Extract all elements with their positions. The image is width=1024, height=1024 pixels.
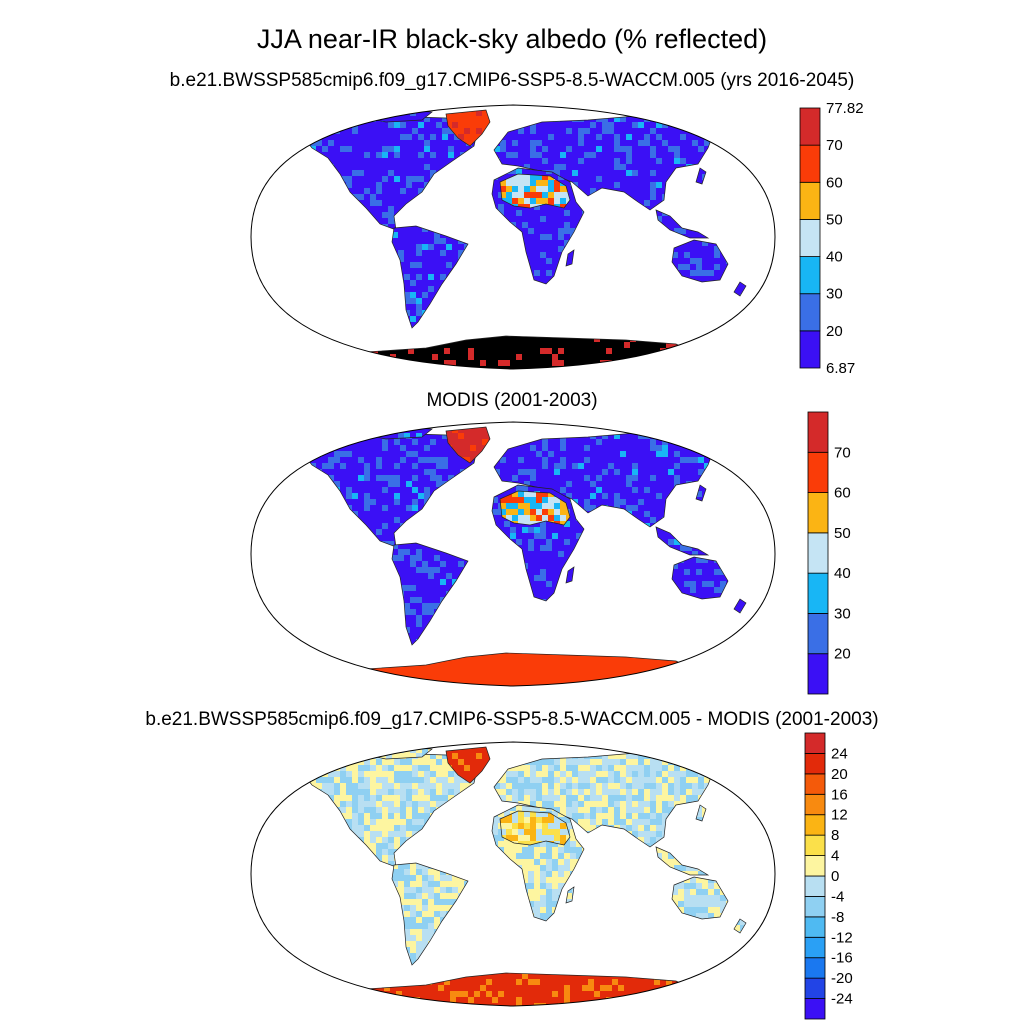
colorbar-bin-3	[807, 532, 829, 574]
colorbar-bin-2	[807, 572, 829, 614]
colorbar-tick-label: 60	[834, 485, 851, 502]
colorbar-bin-9	[804, 814, 826, 836]
land-sahara	[500, 491, 570, 525]
colorbar-tick-label: 8	[831, 827, 839, 844]
colorbar-bin-13	[804, 732, 826, 754]
colorbar-bin-1	[804, 977, 826, 999]
colorbar-bin-8	[804, 834, 826, 856]
colorbar-tick-label: 30	[834, 605, 851, 622]
colorbar-bin-0	[807, 653, 829, 695]
colorbar-tick-label: 12	[831, 807, 848, 824]
colorbar-tick-label: 50	[834, 525, 851, 542]
colorbar-tick-label: 16	[831, 786, 848, 803]
map-outline	[250, 741, 776, 1007]
colorbar-tick-label: 20	[831, 766, 848, 783]
colorbar-bin-7	[804, 855, 826, 877]
colorbar-bin-2	[804, 957, 826, 979]
colorbar-tick-label: -4	[831, 888, 844, 905]
colorbar-tick-label: 24	[831, 745, 848, 762]
land-australia	[672, 240, 728, 282]
colorbar-bin-0	[804, 998, 826, 1020]
panel-1-title: b.e21.BWSSP585cmip6.f09_g17.CMIP6-SSP5-8…	[169, 70, 855, 91]
colorbar-tick-label: 70	[826, 137, 843, 154]
land-australia	[672, 877, 728, 919]
colorbar-bin-5	[807, 451, 829, 493]
colorbar-bin-2	[799, 256, 821, 295]
colorbar-bin-3	[799, 219, 821, 257]
colorbar-bin-3	[804, 936, 826, 959]
colorbar-tick-label: -16	[831, 950, 853, 967]
map-outline	[250, 104, 776, 370]
land-japan	[696, 485, 706, 501]
map-panel-difference	[250, 741, 776, 1007]
colorbar-bin-10	[804, 793, 826, 816]
colorbar-tick-label: 70	[834, 444, 851, 461]
colorbar-tick-label: 60	[826, 174, 843, 191]
colorbar-bin-5	[804, 896, 826, 918]
colorbar-tick-label: 4	[831, 848, 839, 865]
panel-2-title: MODIS (2001-2003)	[426, 390, 598, 411]
map-panel-model	[250, 104, 776, 370]
map-panel-modis	[250, 421, 776, 687]
colorbar-tick-label: -8	[831, 909, 844, 926]
colorbar-tick-label: 40	[834, 565, 851, 582]
colorbar-bin-6	[804, 875, 826, 897]
colorbar-bin-11	[804, 773, 826, 795]
colorbar-tick-label: 6.87	[826, 360, 855, 377]
figure-title: JJA near-IR black-sky albedo (% reflecte…	[256, 24, 768, 54]
colorbar-bin-4	[807, 492, 829, 534]
colorbar-tick-label: 50	[826, 211, 843, 228]
colorbar-bin-0	[799, 330, 821, 369]
land-sahara	[500, 811, 570, 845]
colorbar-model: 6.87 20 30 40 50 60 70 77.82	[799, 100, 864, 377]
colorbar-tick-label: -12	[831, 929, 853, 946]
colorbar-bin-4	[804, 916, 826, 938]
colorbar-tick-label: 20	[826, 323, 843, 340]
colorbar-bin-1	[807, 613, 829, 655]
colorbar-difference: -24 -20 -16 -12 -8 -4 0 4 8 12 16 20 24	[804, 732, 853, 1020]
colorbar-modis: 20 30 40 50 60 70	[807, 411, 851, 695]
colorbar-bin-5	[799, 144, 821, 183]
colorbar-bin-4	[799, 181, 821, 220]
colorbar-tick-label: 77.82	[826, 100, 864, 117]
colorbar-bin-6	[807, 411, 829, 453]
colorbar-tick-label: 0	[831, 868, 839, 885]
colorbar-tick-label: 30	[826, 286, 843, 303]
colorbar-bin-12	[804, 753, 826, 775]
colorbar-tick-label: 40	[826, 249, 843, 266]
colorbar-tick-label: 20	[834, 646, 851, 663]
colorbar-bin-1	[799, 293, 821, 332]
map-outline	[250, 421, 776, 687]
panel-3-title: b.e21.BWSSP585cmip6.f09_g17.CMIP6-SSP5-8…	[145, 709, 879, 730]
colorbar-tick-label: -20	[831, 970, 853, 987]
colorbar-tick-label: -24	[831, 991, 853, 1008]
colorbar-bin-6	[799, 107, 821, 146]
